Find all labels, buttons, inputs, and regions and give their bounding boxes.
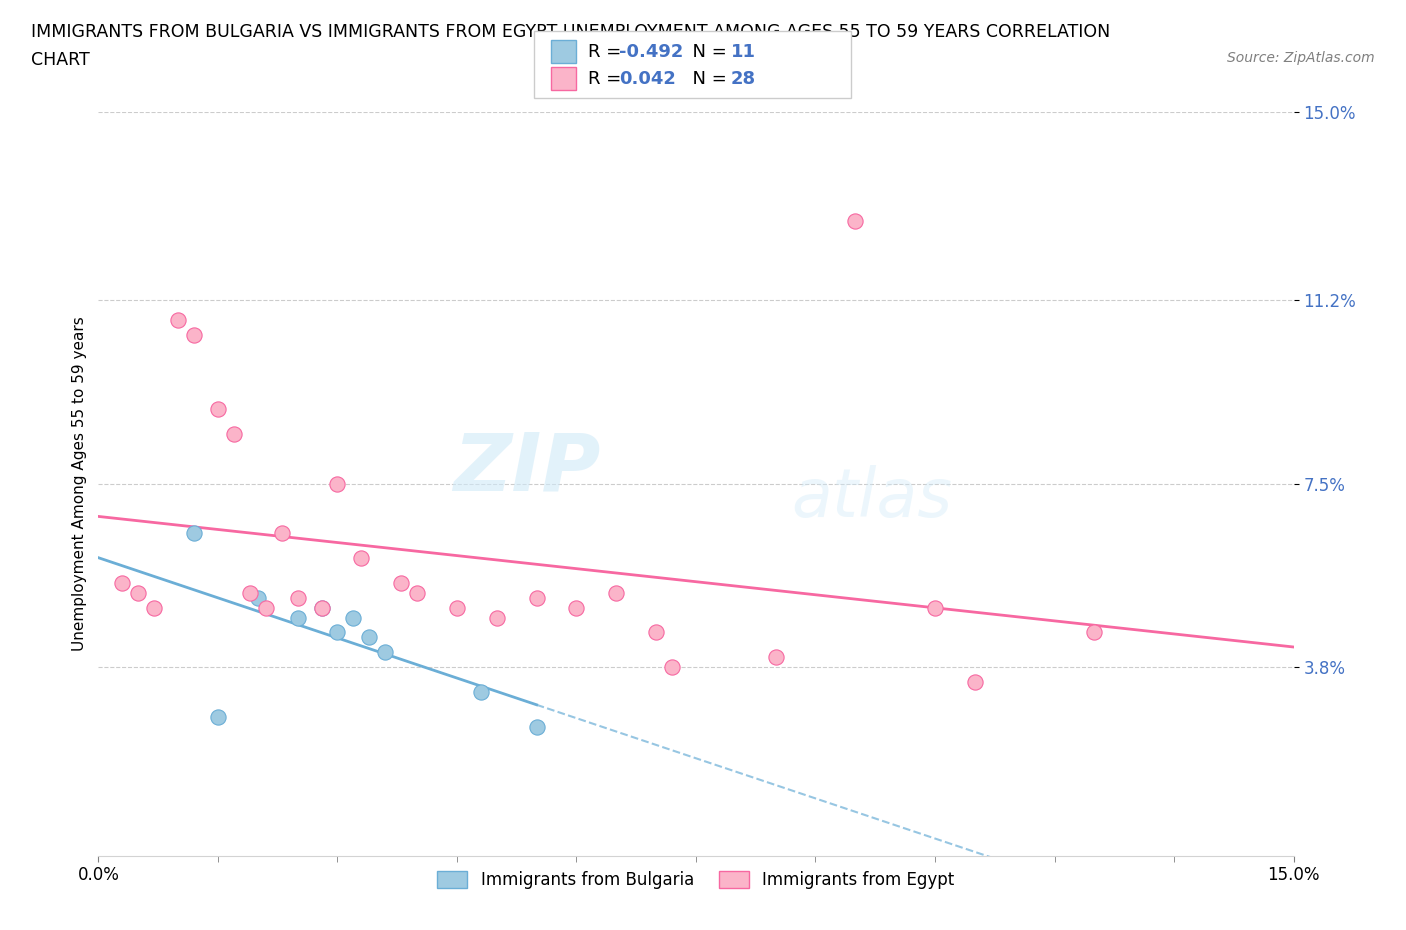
Text: 0.042: 0.042 bbox=[619, 70, 675, 87]
Point bbox=[127, 585, 149, 600]
Point bbox=[326, 625, 349, 640]
Point bbox=[167, 312, 190, 327]
Point bbox=[485, 610, 508, 625]
Point bbox=[844, 213, 866, 228]
Point bbox=[350, 551, 373, 565]
Text: N =: N = bbox=[681, 70, 733, 87]
Text: -0.492: -0.492 bbox=[619, 43, 683, 60]
Point bbox=[470, 684, 492, 699]
Point bbox=[963, 674, 986, 689]
Point bbox=[254, 600, 277, 615]
Legend: Immigrants from Bulgaria, Immigrants from Egypt: Immigrants from Bulgaria, Immigrants fro… bbox=[430, 864, 962, 896]
Point bbox=[645, 625, 668, 640]
Point bbox=[311, 600, 333, 615]
Point bbox=[1083, 625, 1105, 640]
Text: R =: R = bbox=[588, 43, 627, 60]
Point bbox=[342, 610, 364, 625]
Text: 28: 28 bbox=[731, 70, 756, 87]
Point bbox=[270, 525, 292, 540]
Point bbox=[311, 600, 333, 615]
Point bbox=[287, 591, 309, 605]
Point bbox=[661, 659, 683, 674]
Point bbox=[183, 525, 205, 540]
Text: 11: 11 bbox=[731, 43, 756, 60]
Text: R =: R = bbox=[588, 70, 627, 87]
Point bbox=[374, 644, 396, 659]
Point bbox=[143, 600, 166, 615]
Point bbox=[287, 610, 309, 625]
Point bbox=[924, 600, 946, 615]
Text: Source: ZipAtlas.com: Source: ZipAtlas.com bbox=[1227, 51, 1375, 65]
Point bbox=[526, 719, 548, 734]
Point bbox=[765, 650, 787, 665]
Point bbox=[605, 585, 627, 600]
Point bbox=[207, 710, 229, 724]
Text: atlas: atlas bbox=[792, 466, 953, 531]
Point bbox=[222, 427, 245, 442]
Point bbox=[246, 591, 269, 605]
Point bbox=[183, 327, 205, 342]
Text: IMMIGRANTS FROM BULGARIA VS IMMIGRANTS FROM EGYPT UNEMPLOYMENT AMONG AGES 55 TO : IMMIGRANTS FROM BULGARIA VS IMMIGRANTS F… bbox=[31, 23, 1111, 41]
Point bbox=[406, 585, 429, 600]
Y-axis label: Unemployment Among Ages 55 to 59 years: Unemployment Among Ages 55 to 59 years bbox=[72, 316, 87, 651]
Point bbox=[207, 402, 229, 417]
Point bbox=[111, 576, 134, 591]
Text: CHART: CHART bbox=[31, 51, 90, 69]
Point bbox=[565, 600, 588, 615]
Point bbox=[526, 591, 548, 605]
Text: ZIP: ZIP bbox=[453, 430, 600, 508]
Point bbox=[446, 600, 468, 615]
Point bbox=[389, 576, 412, 591]
Point bbox=[359, 630, 381, 644]
Point bbox=[239, 585, 262, 600]
Text: N =: N = bbox=[681, 43, 733, 60]
Point bbox=[326, 476, 349, 491]
